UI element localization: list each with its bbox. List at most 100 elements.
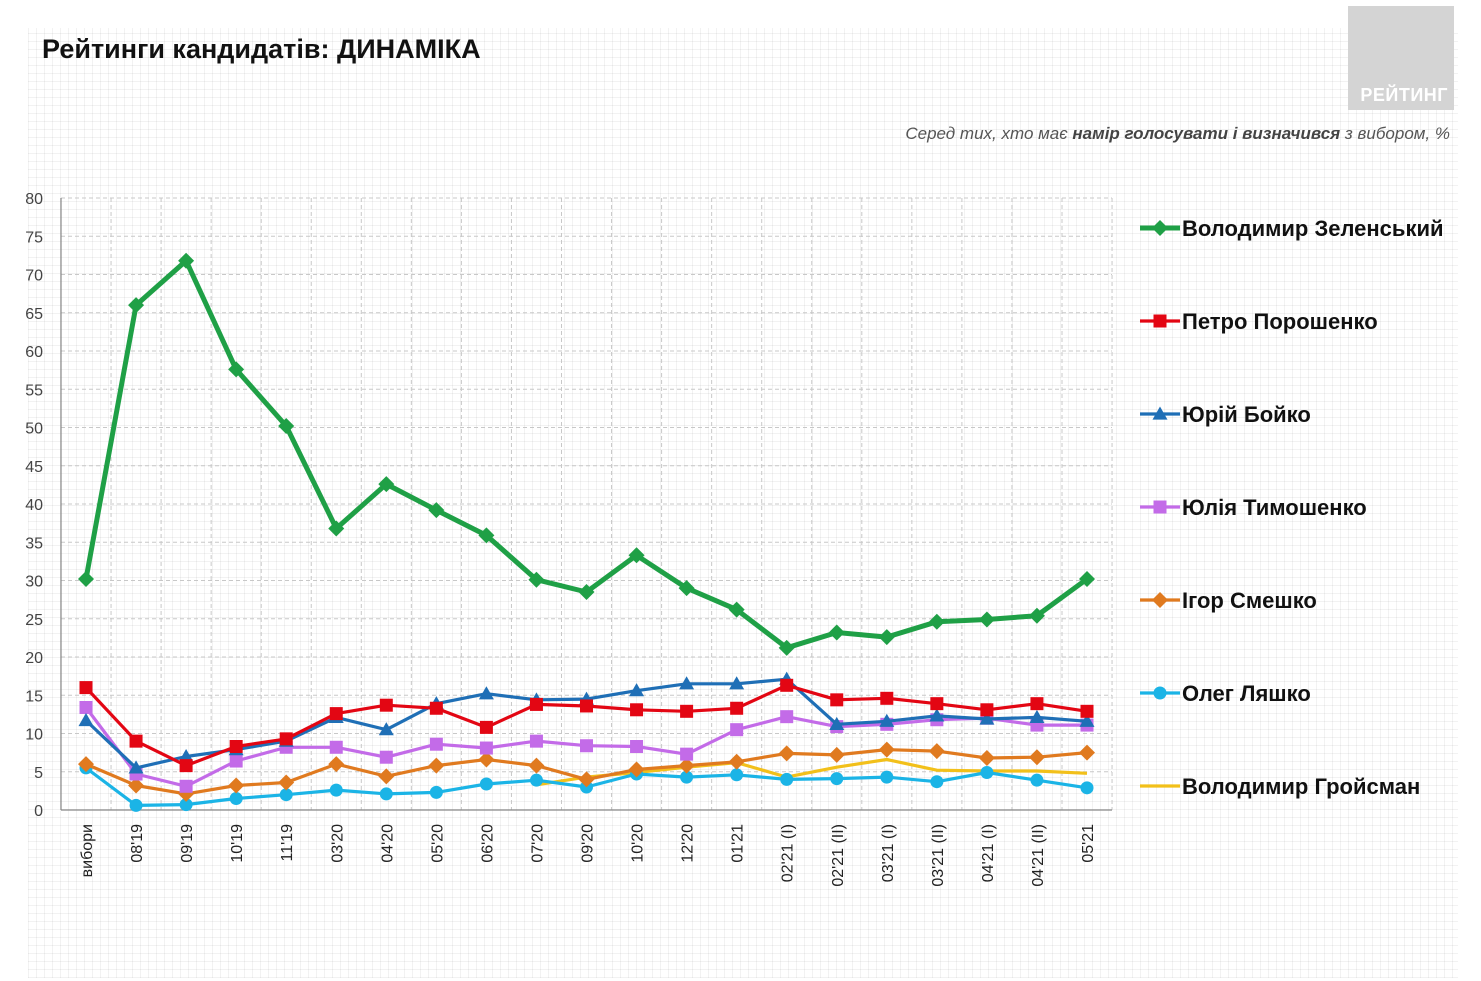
series-zelensky bbox=[78, 252, 1095, 656]
data-point bbox=[678, 580, 695, 597]
x-tick-label: 07'20 bbox=[529, 824, 546, 863]
data-point bbox=[878, 741, 895, 758]
x-tick-label: 06'20 bbox=[479, 824, 496, 863]
x-tick-label: 09'19 bbox=[179, 824, 196, 863]
data-point bbox=[578, 771, 595, 788]
data-point bbox=[829, 716, 845, 730]
data-point bbox=[228, 777, 245, 794]
data-point bbox=[278, 417, 295, 434]
data-point bbox=[930, 697, 944, 711]
y-tick-label: 5 bbox=[34, 765, 43, 782]
x-tick-label: вибори bbox=[79, 824, 96, 877]
data-point bbox=[228, 361, 245, 378]
brand-logo: РЕЙТИНГ bbox=[1348, 6, 1454, 110]
data-point bbox=[1030, 773, 1044, 787]
x-tick-label: 04'21 (І) bbox=[980, 824, 997, 882]
data-point bbox=[928, 743, 945, 760]
y-tick-label: 80 bbox=[25, 191, 43, 208]
data-point bbox=[980, 766, 994, 780]
data-point bbox=[780, 772, 794, 786]
data-point bbox=[679, 676, 695, 690]
legend-item: Ігор Смешко bbox=[1140, 588, 1317, 613]
data-point bbox=[429, 737, 443, 751]
data-point bbox=[279, 788, 293, 802]
legend-label: Володимир Зеленський bbox=[1182, 216, 1444, 241]
data-point bbox=[728, 753, 745, 770]
data-point bbox=[828, 624, 845, 641]
data-point bbox=[778, 639, 795, 656]
data-point bbox=[1152, 592, 1168, 608]
x-tick-label: 10'19 bbox=[229, 824, 246, 863]
y-tick-label: 50 bbox=[25, 421, 43, 438]
data-point bbox=[378, 476, 395, 493]
data-point bbox=[878, 629, 895, 646]
data-point bbox=[429, 701, 443, 715]
data-point bbox=[329, 783, 343, 797]
chart-subtitle: Серед тих, хто має намір голосувати і ви… bbox=[905, 124, 1450, 144]
data-point bbox=[379, 750, 393, 764]
data-point bbox=[179, 779, 193, 793]
data-point bbox=[529, 773, 543, 787]
x-tick-label: 02'21 (І) bbox=[780, 824, 797, 882]
data-point bbox=[1153, 500, 1167, 514]
grid-lines bbox=[60, 197, 1113, 810]
x-tick-label: 03'21 (ІІ) bbox=[930, 824, 947, 887]
data-point bbox=[378, 768, 395, 785]
data-point bbox=[928, 613, 945, 630]
data-point bbox=[1030, 697, 1044, 711]
data-point bbox=[1028, 607, 1045, 624]
data-point bbox=[229, 740, 243, 754]
series-poroshenko bbox=[79, 678, 1094, 773]
data-point bbox=[78, 570, 94, 587]
data-point bbox=[279, 732, 293, 746]
data-point bbox=[378, 722, 394, 736]
x-tick-label: 09'20 bbox=[580, 824, 597, 863]
data-point bbox=[780, 710, 794, 724]
data-point bbox=[79, 700, 93, 714]
data-point bbox=[128, 760, 144, 774]
legend-label: Юлія Тимошенко bbox=[1182, 495, 1367, 520]
y-tick-label: 40 bbox=[25, 497, 43, 514]
data-point bbox=[680, 747, 694, 761]
data-point bbox=[880, 770, 894, 784]
data-point bbox=[778, 745, 795, 762]
data-point bbox=[178, 748, 194, 763]
data-point bbox=[128, 297, 145, 314]
data-point bbox=[479, 777, 493, 791]
legend-item: Володимир Гройсман bbox=[1140, 774, 1420, 799]
data-point bbox=[478, 751, 495, 768]
series-groysman bbox=[536, 757, 1088, 787]
data-point bbox=[580, 739, 593, 753]
x-tick-label: 05'21 bbox=[1080, 824, 1097, 863]
data-point bbox=[179, 798, 193, 812]
data-point bbox=[980, 703, 994, 717]
legend: Володимир Зеленський Петро Порошенко Юрій … bbox=[1140, 216, 1444, 799]
data-point bbox=[978, 749, 995, 766]
x-tick-label: 04'20 bbox=[379, 824, 396, 863]
data-point bbox=[1079, 713, 1095, 727]
y-tick-label: 0 bbox=[34, 803, 43, 820]
data-point bbox=[830, 772, 844, 786]
data-point bbox=[580, 699, 593, 713]
legend-item: Юрій Бойко bbox=[1140, 402, 1311, 427]
x-tick-label: 01'21 bbox=[730, 824, 747, 863]
data-point bbox=[479, 741, 493, 755]
data-point bbox=[78, 756, 94, 773]
x-tick-label: 02'21 (ІІ) bbox=[830, 824, 847, 887]
data-point bbox=[929, 708, 945, 722]
y-tick-label: 30 bbox=[25, 574, 43, 591]
data-point bbox=[329, 707, 343, 721]
data-point bbox=[1153, 314, 1167, 328]
data-point bbox=[129, 734, 143, 748]
series-line bbox=[536, 757, 1088, 787]
data-point bbox=[879, 713, 895, 727]
y-tick-label: 55 bbox=[25, 382, 43, 399]
data-point bbox=[1153, 686, 1167, 700]
data-point bbox=[978, 611, 995, 628]
data-point bbox=[630, 703, 644, 717]
data-point bbox=[379, 698, 393, 712]
data-point bbox=[730, 701, 744, 715]
data-point bbox=[78, 712, 94, 727]
data-point bbox=[328, 756, 345, 773]
x-tick-label: 08'19 bbox=[129, 824, 146, 863]
